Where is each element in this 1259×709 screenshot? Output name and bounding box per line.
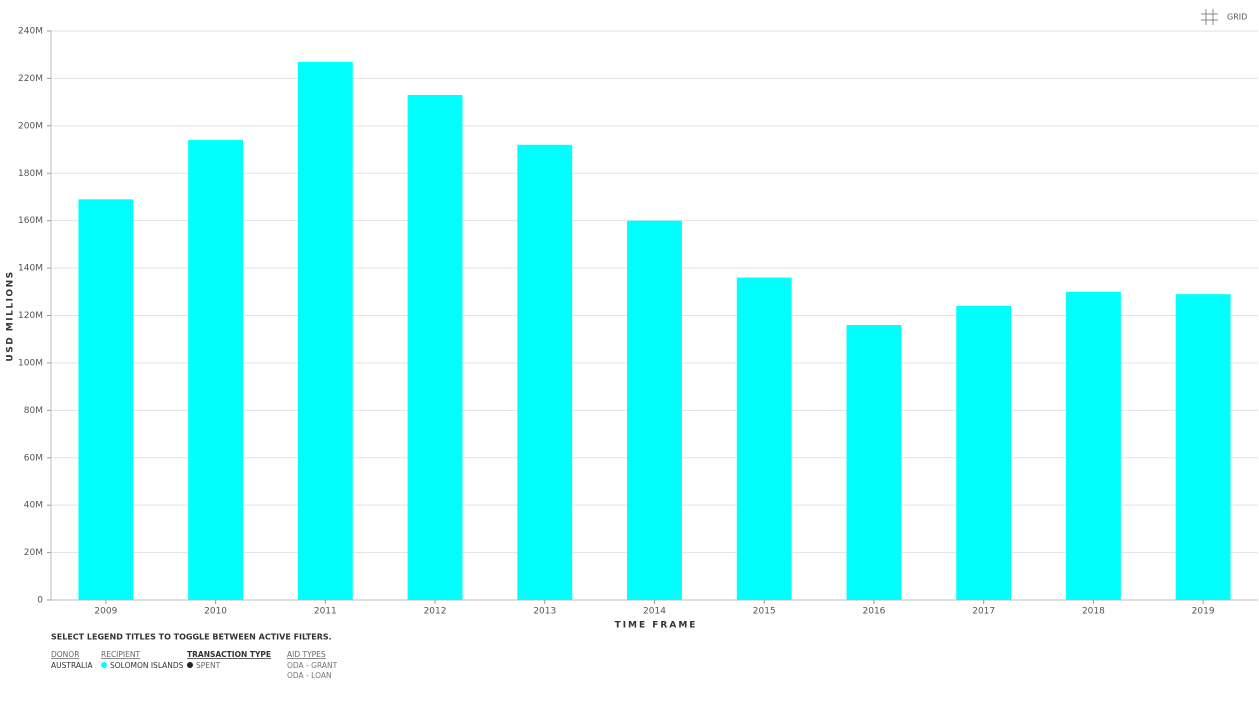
y-tick-label: 160M <box>18 216 43 226</box>
legend-title[interactable]: AID TYPES <box>287 650 326 659</box>
x-tick-label: 2010 <box>204 607 227 617</box>
legend-title[interactable]: TRANSACTION TYPE <box>187 650 271 659</box>
y-axis-title: USD MILLIONS <box>6 270 16 361</box>
grid-button[interactable]: GRID <box>1201 9 1247 25</box>
x-tick-label: 2018 <box>1082 607 1105 617</box>
legend-title[interactable]: RECIPIENT <box>101 650 140 659</box>
bar <box>1175 294 1231 600</box>
grid-button-label[interactable]: GRID <box>1227 13 1247 22</box>
bar <box>956 306 1012 600</box>
bar <box>627 220 682 600</box>
legend-title[interactable]: DONOR <box>51 650 79 659</box>
bar <box>407 95 463 600</box>
legend-item: SPENT <box>196 661 221 670</box>
legend-item: AUSTRALIA <box>51 661 93 670</box>
legend-swatch <box>187 662 193 668</box>
y-tick-label: 220M <box>18 74 43 84</box>
y-tick-label: 240M <box>18 27 43 37</box>
x-tick-label: 2013 <box>533 607 556 617</box>
bar <box>1065 291 1121 600</box>
y-tick-label: 140M <box>18 264 43 274</box>
y-tick-label: 200M <box>18 121 43 131</box>
legend-hint: SELECT LEGEND TITLES TO TOGGLE BETWEEN A… <box>51 633 332 642</box>
x-tick-label: 2014 <box>643 607 666 617</box>
x-tick-label: 2017 <box>972 607 995 617</box>
legend-item: ODA - LOAN <box>287 671 332 680</box>
x-tick-label: 2011 <box>314 607 337 617</box>
bar <box>188 140 244 600</box>
x-tick-label: 2019 <box>1192 607 1215 617</box>
bar <box>517 144 573 601</box>
x-tick-label: 2012 <box>424 607 447 617</box>
bar <box>297 61 353 600</box>
legend-item: ODA - GRANT <box>287 661 338 670</box>
y-tick-label: 80M <box>24 406 43 416</box>
x-tick-label: 2016 <box>863 607 886 617</box>
bar <box>78 199 134 600</box>
legend-item: SOLOMON ISLANDS <box>110 661 184 670</box>
legend-swatch <box>101 662 107 668</box>
y-tick-label: 60M <box>24 453 43 463</box>
x-tick-label: 2015 <box>753 607 776 617</box>
y-tick-label: 120M <box>18 311 43 321</box>
y-tick-label: 100M <box>18 358 43 368</box>
x-axis-title: TIME FRAME <box>615 621 698 631</box>
y-tick-label: 20M <box>24 548 43 558</box>
x-tick-label: 2009 <box>94 607 117 617</box>
legend: SELECT LEGEND TITLES TO TOGGLE BETWEEN A… <box>51 633 338 681</box>
y-tick-label: 180M <box>18 169 43 179</box>
bar <box>846 324 902 600</box>
bar <box>736 277 792 600</box>
y-tick-label: 40M <box>24 501 43 511</box>
y-tick-label: 0 <box>37 596 43 606</box>
